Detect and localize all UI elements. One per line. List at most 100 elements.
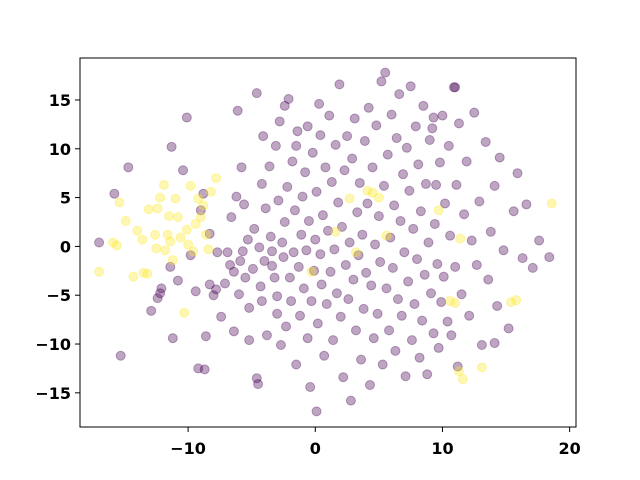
data-point [267, 260, 278, 271]
data-point [359, 135, 370, 146]
data-point [408, 223, 419, 234]
data-point [384, 325, 395, 336]
data-point [456, 289, 467, 300]
data-point [204, 279, 215, 290]
data-point [364, 380, 375, 391]
data-point [323, 225, 333, 236]
data-point [423, 237, 434, 248]
data-point [312, 318, 323, 329]
data-point [138, 267, 149, 278]
data-point [459, 209, 470, 220]
data-point [228, 326, 239, 337]
y-axis: −15 −10 −5 0 5 10 15 [35, 91, 80, 403]
data-point [311, 186, 322, 197]
y-tick-label: 5 [60, 189, 71, 208]
data-point [503, 323, 514, 334]
data-point [291, 359, 302, 370]
data-point [166, 141, 177, 152]
data-point [319, 350, 330, 361]
data-point [108, 237, 119, 248]
data-point [356, 354, 367, 365]
data-point [521, 199, 532, 210]
data-point [259, 256, 270, 267]
data-point [292, 126, 303, 137]
data-point [400, 371, 411, 382]
data-point [128, 271, 139, 282]
data-point [267, 246, 278, 257]
plot-frame [79, 57, 577, 428]
data-point [298, 283, 309, 294]
y-tick-label: 0 [60, 237, 71, 256]
data-point [426, 288, 437, 299]
data-point [286, 296, 297, 307]
data-point [386, 109, 397, 120]
data-point [343, 294, 354, 305]
data-point [185, 250, 196, 261]
data-point [142, 268, 153, 279]
x-tick-label: −10 [170, 439, 206, 458]
data-point [158, 179, 169, 190]
data-point [272, 308, 283, 319]
data-point [200, 229, 211, 240]
data-point [179, 307, 190, 318]
data-point [288, 247, 299, 258]
data-point [349, 113, 360, 124]
data-point [361, 267, 372, 278]
data-point [485, 226, 496, 237]
data-point [451, 179, 462, 190]
data-point [287, 156, 298, 167]
data-point [199, 364, 210, 375]
data-point [345, 395, 356, 406]
x-tick-label: 0 [310, 439, 321, 458]
data-point [198, 200, 209, 211]
data-point [448, 82, 459, 93]
data-point [94, 266, 105, 277]
data-point [151, 243, 162, 254]
data-point [330, 139, 341, 150]
data-point [511, 295, 522, 306]
data-point [315, 249, 326, 260]
data-point [310, 234, 321, 245]
data-point [302, 121, 313, 132]
data-point [326, 176, 337, 187]
data-point [320, 162, 331, 173]
data-point [432, 258, 443, 269]
data-point [282, 181, 293, 192]
data-point [433, 205, 444, 216]
data-point [370, 239, 381, 250]
data-point [216, 311, 227, 322]
data-point [389, 200, 400, 211]
data-point [329, 244, 340, 255]
data-point [155, 192, 166, 203]
data-point [244, 335, 255, 346]
data-point [429, 218, 440, 229]
data-point [489, 338, 500, 349]
y-tick-label: −10 [35, 335, 71, 354]
data-point [316, 279, 327, 290]
data-point [474, 196, 485, 207]
data-point [109, 188, 120, 199]
data-point [270, 140, 281, 151]
data-point [249, 223, 260, 234]
data-point [419, 269, 430, 280]
data-point [405, 81, 416, 92]
data-point [391, 133, 402, 144]
data-point [211, 173, 222, 184]
data-point [188, 246, 199, 257]
data-point [256, 296, 267, 307]
data-point [251, 373, 262, 384]
data-point [413, 159, 424, 170]
data-point [368, 333, 379, 344]
y-tick-label: 10 [49, 140, 71, 159]
data-point [372, 308, 383, 319]
data-points [94, 67, 557, 417]
data-point [344, 193, 355, 204]
data-point [160, 245, 171, 256]
data-point [417, 315, 428, 326]
data-point [373, 192, 384, 203]
data-point [309, 265, 320, 276]
data-point [242, 234, 253, 245]
data-point [380, 67, 391, 78]
data-point [279, 100, 290, 111]
